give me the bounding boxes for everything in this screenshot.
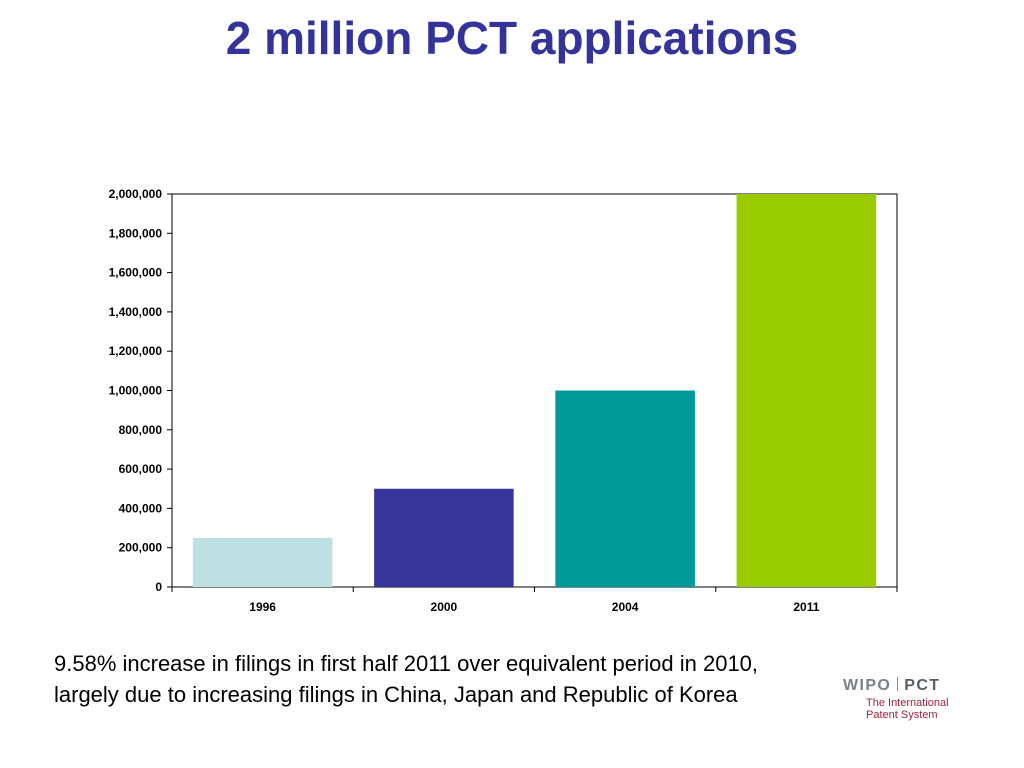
- y-tick-label-1200000: 1,200,000: [109, 344, 163, 358]
- bar-1996: [192, 537, 333, 587]
- logo-wordmark: WIPO PCT: [843, 676, 940, 696]
- y-tick-label-400000: 400,000: [119, 501, 163, 515]
- y-tick-label-800000: 800,000: [119, 423, 163, 437]
- y-tick-label-2000000: 2,000,000: [109, 187, 163, 201]
- slide-note: 9.58% increase in filings in first half …: [54, 651, 759, 707]
- x-tick-label-2000: 2000: [431, 600, 458, 614]
- x-tick-label-2011: 2011: [793, 600, 819, 614]
- logo-tagline-line-1: The International: [866, 697, 949, 709]
- y-tick-label-1600000: 1,600,000: [109, 266, 163, 280]
- logo-pct-text: PCT: [904, 677, 941, 694]
- x-tick-label-1996: 1996: [249, 600, 276, 614]
- y-tick-label-600000: 600,000: [119, 462, 163, 476]
- slide-title: 2 million PCT applications: [225, 12, 799, 64]
- bar-2000: [374, 488, 514, 587]
- y-tick-label-1400000: 1,400,000: [109, 305, 163, 319]
- y-tick-label-200000: 200,000: [119, 541, 163, 555]
- logo-tagline: The International Patent System: [866, 697, 949, 721]
- logo-tagline-line-2: Patent System: [866, 709, 938, 721]
- logo-wipo-text: WIPO: [843, 677, 892, 694]
- y-tick-label-1000000: 1,000,000: [109, 384, 163, 398]
- bar-2004: [555, 390, 695, 587]
- logo-separator: [897, 677, 899, 691]
- bar-chart: 0 200,000 400,000 600,000 800,000 1,000,000 1,…: [109, 187, 898, 614]
- bar-2011: [736, 194, 877, 587]
- y-tick-label-0: 0: [155, 580, 162, 594]
- x-tick-label-2004: 2004: [612, 600, 639, 614]
- y-tick-label-1800000: 1,800,000: [109, 226, 163, 240]
- wipo-pct-logo: WIPO PCT The International Patent System: [843, 676, 973, 724]
